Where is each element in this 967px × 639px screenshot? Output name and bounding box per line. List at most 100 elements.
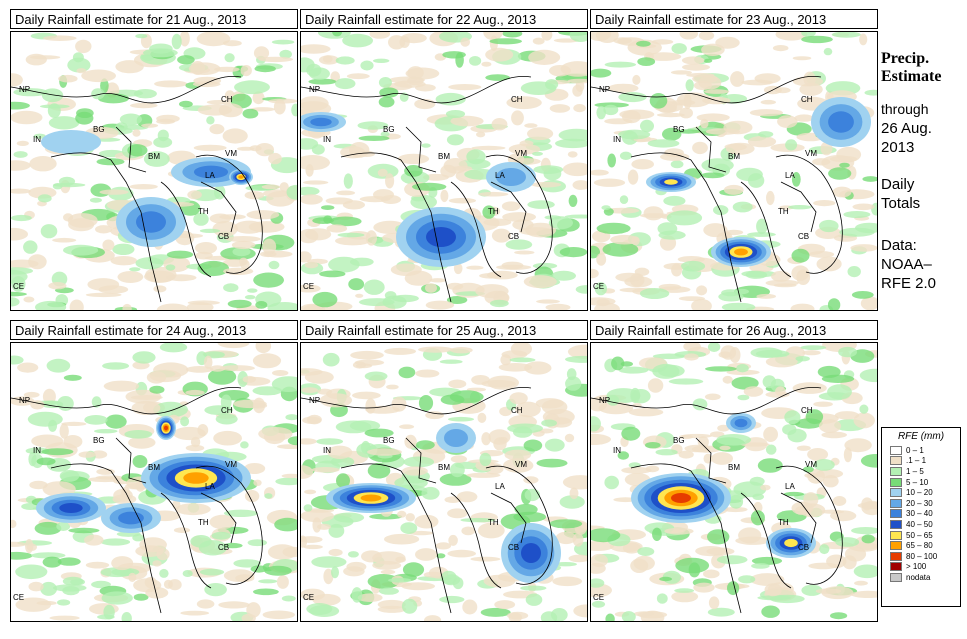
rain-cell	[828, 111, 854, 133]
rain-field	[766, 190, 775, 206]
legend-swatch	[890, 530, 902, 540]
rain-field	[100, 538, 131, 546]
rain-field	[262, 238, 277, 255]
rain-field	[514, 250, 535, 255]
rain-field	[859, 33, 868, 46]
rain-field	[685, 79, 694, 92]
rain-field	[808, 251, 835, 258]
country-label-bm: BM	[728, 463, 740, 472]
rain-field	[627, 169, 639, 185]
rain-field	[102, 239, 115, 251]
border-line	[740, 492, 792, 589]
rain-field	[450, 347, 473, 354]
rain-field	[707, 529, 730, 545]
rain-field	[681, 56, 705, 65]
rain-field	[498, 436, 508, 443]
rain-field	[591, 540, 615, 551]
rain-field	[509, 392, 528, 405]
country-label-bm: BM	[148, 152, 160, 161]
rain-field	[94, 429, 118, 434]
rain-field	[737, 394, 750, 401]
rain-field	[91, 396, 102, 408]
border-line	[485, 154, 553, 274]
rain-field	[422, 173, 449, 181]
country-label-ch: CH	[221, 406, 233, 415]
rain-field	[132, 351, 156, 364]
rain-field	[632, 74, 641, 85]
rain-cell	[183, 472, 209, 484]
rain-field	[67, 213, 98, 228]
rain-field	[133, 89, 157, 99]
country-label-ce: CE	[303, 282, 314, 291]
rain-field	[62, 576, 84, 586]
rain-field	[801, 584, 823, 596]
country-label-th: TH	[198, 518, 209, 527]
country-label-np: NP	[309, 396, 320, 405]
legend-swatch	[890, 477, 902, 487]
country-label-cb: CB	[798, 232, 809, 241]
rain-field	[575, 285, 587, 294]
legend-swatch	[890, 445, 902, 455]
border-line	[11, 386, 242, 415]
country-label-la: LA	[205, 171, 215, 180]
rain-field	[562, 475, 587, 490]
rain-field	[466, 265, 484, 270]
rain-field	[206, 100, 232, 105]
country-label-in: IN	[323, 446, 331, 455]
rain-field	[471, 145, 506, 151]
rain-field	[78, 451, 96, 458]
rain-field	[11, 355, 24, 365]
rain-field	[598, 402, 634, 415]
rain-field	[477, 522, 505, 539]
rain-field	[42, 481, 76, 497]
through-label: through	[881, 101, 929, 117]
legend-label: 0 – 1	[906, 445, 924, 455]
rain-field	[186, 302, 214, 310]
border-line	[11, 75, 242, 104]
rain-field	[303, 180, 329, 185]
rain-field	[637, 611, 668, 619]
rain-field	[618, 129, 651, 140]
rain-field	[822, 475, 839, 488]
rain-field	[234, 80, 270, 95]
rain-field	[536, 458, 568, 468]
rain-field	[130, 102, 158, 109]
rain-field	[193, 144, 227, 152]
rain-field	[110, 256, 138, 266]
rain-field	[839, 227, 875, 237]
rain-field	[166, 250, 194, 259]
rain-field	[418, 346, 454, 353]
rain-field	[268, 98, 297, 104]
rain-field	[447, 549, 476, 558]
rain-field	[308, 78, 337, 85]
rain-field	[765, 356, 798, 368]
rain-field	[301, 186, 320, 196]
rain-field	[399, 424, 415, 429]
rain-field	[188, 62, 221, 75]
rain-field	[799, 503, 826, 518]
rain-field	[48, 116, 80, 130]
rain-field	[180, 416, 190, 427]
rain-field	[11, 214, 32, 222]
rain-field	[84, 534, 104, 546]
rain-field	[258, 56, 294, 63]
rain-field	[834, 411, 860, 420]
rain-field	[11, 267, 34, 275]
rain-cell	[784, 538, 798, 548]
map-panel-24aug: Daily Rainfall estimate for 24 Aug., 201…	[10, 320, 298, 622]
rain-cell	[426, 227, 456, 247]
legend-item: 40 – 50	[890, 519, 960, 530]
rain-field	[274, 517, 297, 532]
rain-field	[301, 44, 331, 54]
rain-field	[252, 353, 282, 369]
country-label-bg: BG	[93, 436, 105, 445]
rain-field	[29, 480, 48, 490]
rain-field	[39, 104, 70, 109]
rain-field	[821, 431, 847, 439]
rainfall-map: NP CH IN BG BM VM LA TH CB CE	[590, 31, 878, 311]
rain-field	[258, 427, 293, 441]
legend-item: 65 – 80	[890, 540, 960, 551]
rain-field	[367, 448, 402, 456]
rain-field	[549, 104, 571, 113]
rain-field	[37, 194, 52, 203]
